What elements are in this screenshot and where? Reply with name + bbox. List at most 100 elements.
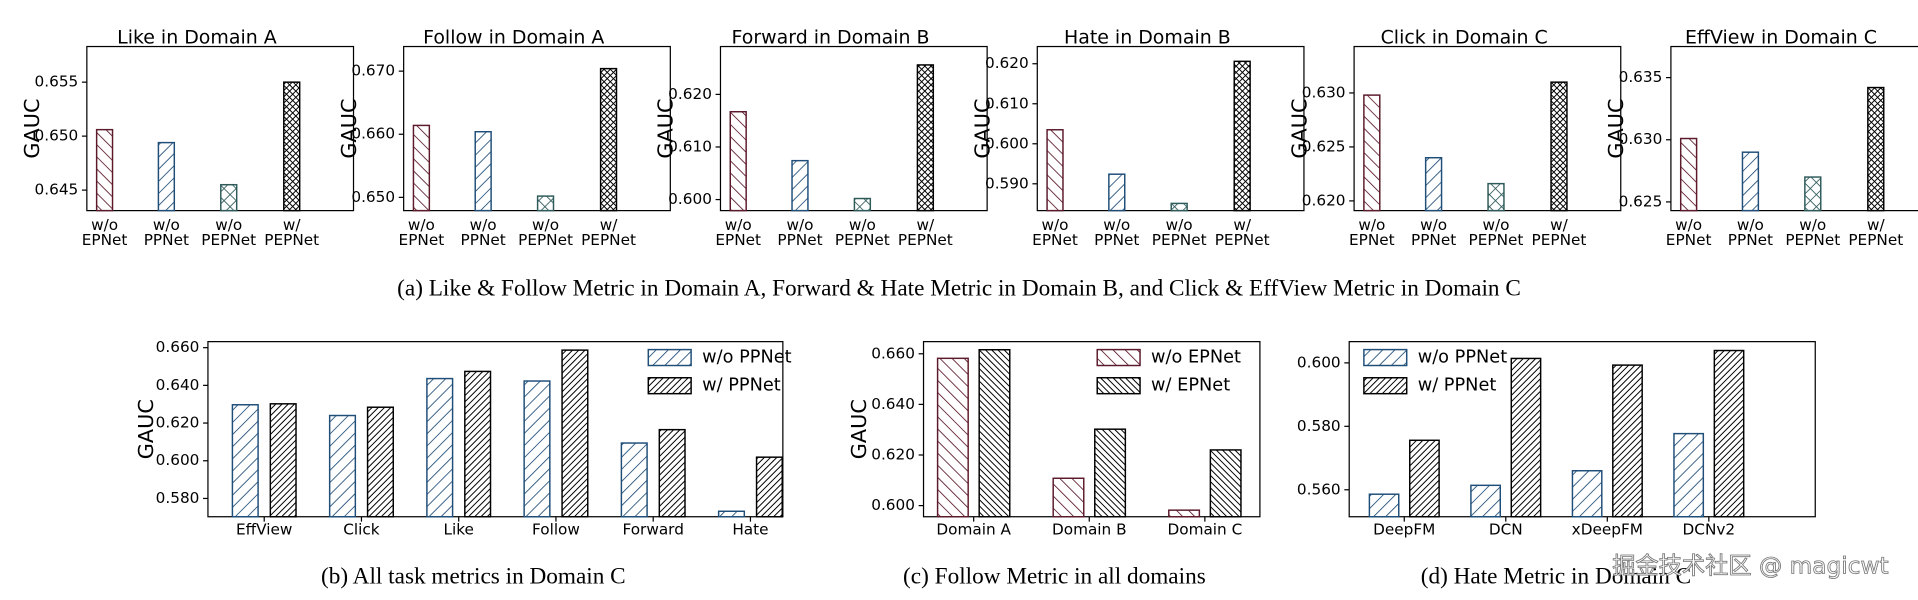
legend-swatch <box>1363 377 1408 395</box>
bar <box>283 81 301 212</box>
y-tick-label: 0.600 <box>156 451 200 469</box>
x-tick-label: PPNet <box>144 231 189 249</box>
bar <box>1571 470 1603 518</box>
y-tick-label: 0.620 <box>156 414 200 432</box>
chart-title: Like in Domain A <box>117 26 277 48</box>
legend-swatch <box>1096 377 1141 395</box>
plot-frame <box>207 341 784 518</box>
x-tick-label: PEPNet <box>1532 231 1587 249</box>
caption: (d) Hate Metric in Domain C <box>1421 563 1691 589</box>
x-tick-label: Domain C <box>1167 521 1242 539</box>
y-tick-label: 0.655 <box>35 73 79 91</box>
x-tick-label: w/o <box>1420 216 1447 234</box>
y-tick-label: 0.610 <box>668 137 712 155</box>
bar <box>269 403 297 518</box>
bar <box>220 183 238 212</box>
y-tick-label: 0.600 <box>871 496 915 514</box>
x-tick-label: w/o <box>153 216 180 234</box>
chart-title: Hate in Domain B <box>1064 26 1231 48</box>
y-axis-label: GAUC <box>337 99 361 159</box>
bar <box>936 357 969 518</box>
bar <box>1713 349 1745 518</box>
bar <box>1233 60 1251 212</box>
bar <box>1108 173 1126 212</box>
y-tick-label: 0.650 <box>35 127 79 145</box>
x-tick-label: PEPNet <box>898 231 953 249</box>
bar <box>755 456 783 518</box>
bar <box>717 510 746 518</box>
y-tick-label: 0.660 <box>351 125 395 143</box>
bar <box>658 428 686 518</box>
bar <box>1612 364 1643 518</box>
y-tick-label: 0.670 <box>351 62 395 80</box>
bar <box>729 111 747 212</box>
x-tick-label: PPNet <box>1094 231 1139 249</box>
caption: (a) Like & Follow Metric in Domain A, Fo… <box>397 276 1521 302</box>
x-tick-label: PEPNet <box>1215 231 1270 249</box>
x-tick-label: w/o <box>1482 216 1509 234</box>
bar <box>620 442 648 518</box>
x-tick-label: PEPNet <box>518 231 573 249</box>
x-tick-label: PPNet <box>1728 231 1773 249</box>
y-axis-label: GAUC <box>134 399 158 459</box>
x-tick-label: w/o <box>786 216 813 234</box>
y-tick-label: 0.560 <box>1297 480 1341 498</box>
legend-swatch <box>1096 348 1141 367</box>
legend-label: w/o PPNet <box>702 348 791 368</box>
legend-swatch <box>647 348 692 367</box>
x-tick-label: PEPNet <box>1785 231 1840 249</box>
x-tick-label: EffView <box>236 521 292 539</box>
x-tick-label: EPNet <box>1666 231 1712 249</box>
bar <box>1363 94 1381 212</box>
x-tick-label: EPNet <box>1032 231 1078 249</box>
y-tick-label: 0.640 <box>871 395 915 413</box>
bar <box>328 414 357 518</box>
y-tick-label: 0.600 <box>1297 353 1341 371</box>
bar <box>853 197 872 212</box>
x-tick-label: PPNet <box>777 231 822 249</box>
x-tick-label: w/o <box>1675 216 1702 234</box>
chart-title: Follow in Domain A <box>423 26 604 48</box>
x-tick-label: w/o <box>1103 216 1130 234</box>
y-tick-label: 0.625 <box>1619 192 1663 210</box>
x-tick-label: PPNet <box>1411 231 1456 249</box>
legend-swatch <box>1363 348 1408 367</box>
x-tick-label: w/o <box>725 216 752 234</box>
x-tick-label: PEPNet <box>1152 231 1207 249</box>
x-tick-label: w/o <box>1166 216 1193 234</box>
x-tick-label: xDeepFM <box>1572 521 1643 539</box>
bar <box>1368 493 1400 518</box>
bar <box>464 370 492 518</box>
plot-frame <box>403 45 671 212</box>
x-tick-label: PEPNet <box>835 231 890 249</box>
x-tick-label: w/ <box>1550 216 1568 234</box>
y-axis-label: GAUC <box>654 99 678 159</box>
bar <box>1804 176 1822 212</box>
legend-label: w/ EPNet <box>1151 376 1230 396</box>
y-tick-label: 0.630 <box>1302 83 1346 101</box>
plot-frame <box>1036 45 1305 212</box>
bar <box>1470 484 1502 518</box>
bar <box>1510 357 1542 518</box>
bar <box>1209 449 1242 518</box>
y-tick-label: 0.650 <box>351 188 395 206</box>
x-tick-label: w/o <box>91 216 118 234</box>
y-tick-label: 0.600 <box>985 134 1029 152</box>
plot-frame <box>922 341 1261 518</box>
x-tick-label: w/ <box>1233 216 1251 234</box>
x-tick-label: w/o <box>1799 216 1826 234</box>
x-tick-label: DeepFM <box>1373 521 1435 539</box>
bar <box>1052 477 1085 518</box>
y-tick-label: 0.600 <box>668 190 712 208</box>
x-tick-label: DCNv2 <box>1683 521 1736 539</box>
x-tick-label: w/o <box>1042 216 1069 234</box>
x-tick-label: Follow <box>532 521 580 539</box>
x-tick-label: PEPNet <box>201 231 256 249</box>
y-tick-label: 0.610 <box>985 94 1029 112</box>
x-tick-label: PEPNet <box>1469 231 1524 249</box>
bar <box>1170 202 1188 212</box>
legend-label: w/ PPNet <box>1418 376 1497 396</box>
x-tick-label: PEPNet <box>581 231 636 249</box>
x-tick-label: Like <box>443 521 473 539</box>
